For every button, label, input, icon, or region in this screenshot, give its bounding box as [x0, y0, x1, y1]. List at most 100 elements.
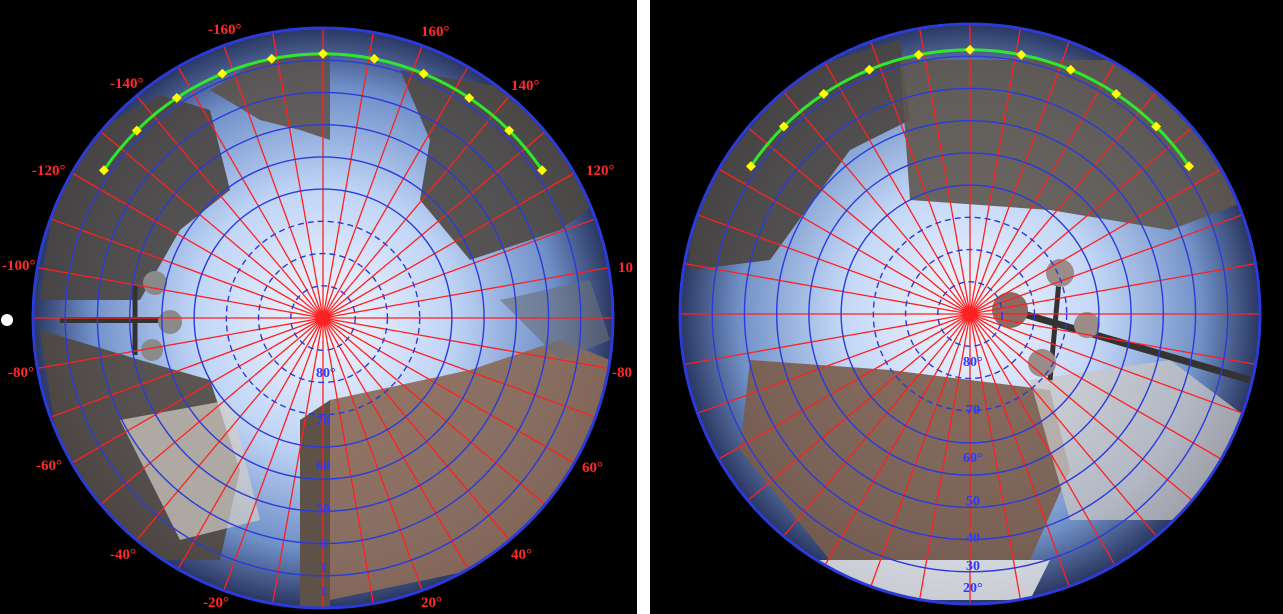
elevation-gridline [290, 285, 356, 351]
azimuth-gridline [71, 317, 324, 464]
sun-hour-marker [99, 165, 109, 176]
azimuth-gridline [747, 127, 971, 315]
azimuth-gridline [223, 45, 324, 319]
azimuth-gridline [50, 317, 324, 418]
zenith-marker [316, 311, 330, 325]
azimuth-gridline [969, 62, 1116, 315]
elevation-labels-right: 80° 70 60° 50 40 30 20° [963, 355, 983, 596]
azimuth-gridline [870, 41, 971, 315]
elevation-gridline [193, 188, 453, 448]
azimuth-gridline [969, 313, 1222, 460]
elevation-gridline [840, 184, 1100, 444]
elevation-gridline [808, 152, 1132, 476]
azimuth-gridline [684, 313, 971, 365]
azimuth-label: 20° [421, 595, 442, 611]
azimuth-gridline [969, 263, 1256, 315]
azimuth-gridline [969, 313, 1243, 414]
azimuth-gridline [100, 131, 324, 319]
elevation-label: 40 [966, 531, 980, 546]
right-fisheye-panel: 80° 70 60° 50 40 30 20° [650, 0, 1283, 614]
azimuth-gridline [697, 214, 971, 315]
sun-hour-marker [913, 49, 924, 60]
azimuth-gridline [969, 91, 1157, 315]
azimuth-gridline [322, 32, 374, 319]
elevation-label: 70 [966, 403, 980, 418]
elevation-label: 80° [963, 355, 983, 370]
polar-grid-left [33, 28, 613, 608]
azimuth-gridline [322, 95, 510, 319]
elevation-gridline [743, 87, 1197, 541]
sun-hour-marker [1016, 49, 1027, 60]
sun-hour-marker [537, 165, 547, 176]
azimuth-gridline [969, 313, 1256, 365]
azimuth-gridline [322, 66, 469, 319]
azimuth-gridline [322, 317, 575, 464]
elevation-gridline [257, 252, 389, 384]
elevation-gridline [872, 216, 1068, 412]
azimuth-gridline [37, 317, 324, 369]
azimuth-gridline [272, 32, 324, 319]
elevation-label: 0 [320, 537, 327, 552]
azimuth-label: -80° [8, 365, 34, 381]
azimuth-gridline [747, 313, 971, 501]
azimuth-label: 120° [586, 163, 615, 179]
azimuth-gridline [177, 66, 324, 319]
elevation-gridline [711, 55, 1229, 573]
horizon-circle [678, 22, 1262, 606]
sun-hour-marker [864, 64, 875, 75]
azimuth-gridline [783, 313, 971, 537]
sun-hour-marker [504, 125, 515, 136]
panel-divider [637, 0, 650, 614]
azimuth-gridline [322, 317, 510, 541]
elevation-label: 50 [316, 502, 330, 517]
elevation-label: 80° [316, 366, 336, 381]
azimuth-label: 160° [421, 24, 450, 40]
azimuth-gridline [684, 263, 971, 315]
azimuth-label: -160° [208, 22, 242, 38]
sun-hour-marker [171, 92, 182, 103]
azimuth-gridline [697, 313, 971, 414]
azimuth-gridline [969, 313, 1021, 600]
azimuth-gridline [136, 95, 324, 319]
azimuth-gridline [322, 45, 423, 319]
elevation-label: 1 [320, 561, 327, 576]
azimuth-gridline [50, 218, 324, 319]
azimuth-gridline [322, 317, 374, 604]
azimuth-label: 40° [511, 547, 532, 563]
azimuth-gridline [322, 317, 469, 570]
elevation-label: 30 [966, 559, 980, 574]
left-fisheye-panel: -160° 160° -140° 1 40° -120° 120° -100° 1… [0, 0, 637, 614]
azimuth-label: -140° [110, 76, 144, 92]
azimuth-gridline [919, 313, 971, 600]
azimuth-gridline [718, 313, 971, 460]
azimuth-label: 60° [582, 460, 603, 476]
azimuth-gridline [100, 317, 324, 505]
azimuth-label: -100° [2, 258, 36, 274]
left-fisheye-image: -160° 160° -140° 1 40° -120° 120° -100° 1… [1, 22, 633, 611]
azimuth-gridline [969, 127, 1193, 315]
sun-hour-marker [217, 68, 228, 79]
azimuth-gridline [969, 28, 1021, 315]
azimuth-gridline [919, 28, 971, 315]
azimuth-gridline [272, 317, 324, 604]
azimuth-gridline [969, 313, 1157, 537]
sun-hour-marker [1184, 161, 1194, 172]
azimuth-gridline [322, 267, 609, 319]
polar-grid-right [680, 24, 1260, 604]
azimuth-gridline [322, 317, 609, 369]
right-fisheye-image: 80° 70 60° 50 40 30 20° [678, 22, 1262, 606]
elevation-label: 50 [966, 494, 980, 509]
azimuth-label: -120° [32, 163, 66, 179]
azimuth-gridline [718, 168, 971, 315]
azimuth-gridline [969, 313, 1070, 587]
elevation-gridline [128, 123, 518, 513]
azimuth-label: 10 [618, 260, 633, 276]
elevation-gridline [225, 220, 421, 416]
azimuth-gridline [136, 317, 324, 541]
azimuth-gridline [223, 317, 324, 591]
azimuth-labels-left: -160° 160° -140° 1 40° -120° 120° -100° 1… [2, 22, 633, 611]
azimuth-gridline [824, 313, 971, 566]
elevation-label: 60° [963, 451, 983, 466]
azimuth-gridline [322, 218, 596, 319]
elevation-gridline [161, 156, 485, 480]
